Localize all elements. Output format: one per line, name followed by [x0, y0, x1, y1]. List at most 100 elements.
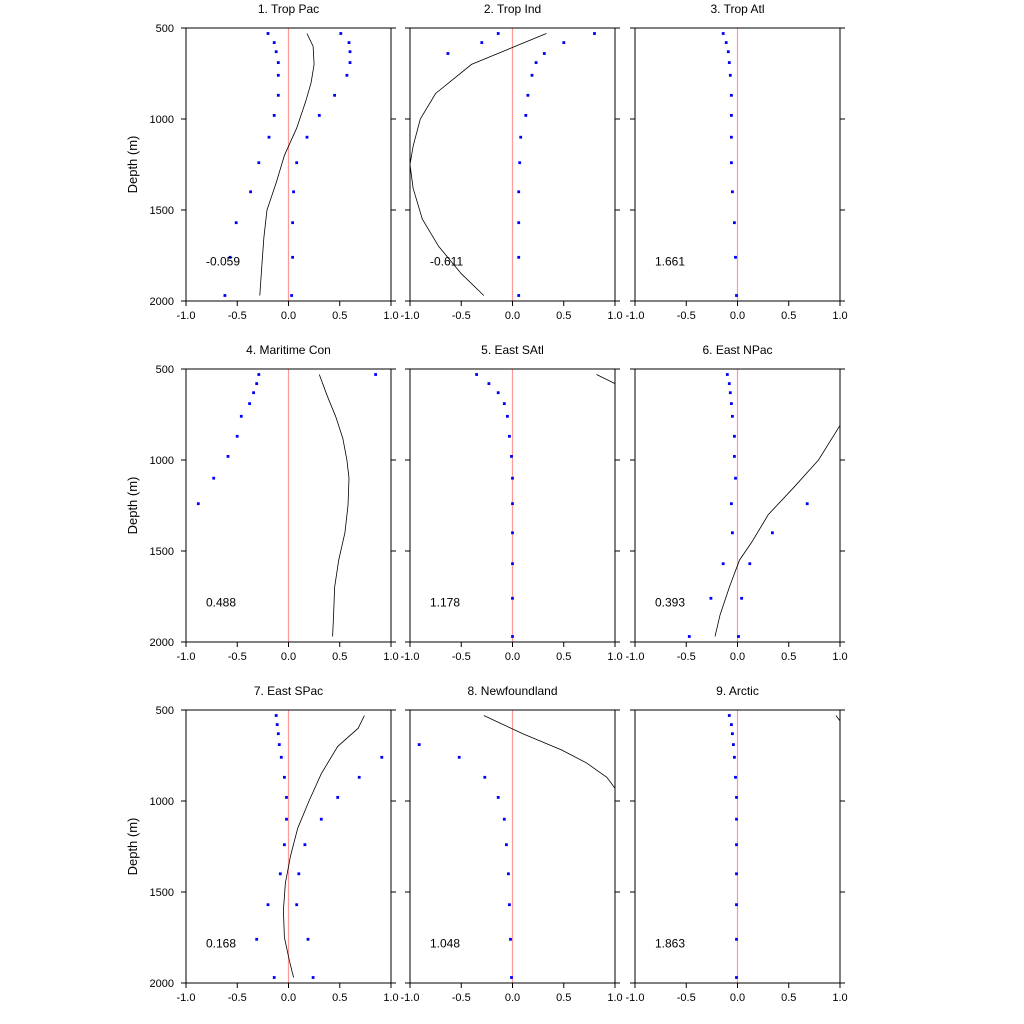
x-tick-label: -1.0: [177, 310, 196, 322]
data-point: [502, 817, 506, 821]
data-point: [735, 937, 738, 941]
x-tick-label: 0.5: [556, 651, 571, 663]
panel-9: -1.0 -0.5 0.0 0.5 1.0 9. Arctic 1.863: [626, 684, 848, 1004]
data-point: [517, 294, 521, 297]
data-point: [295, 903, 299, 907]
data-point: [295, 161, 299, 165]
panel-title: 2. Trop Ind: [484, 2, 541, 16]
x-tick-label: 0.5: [781, 651, 796, 663]
data-point: [593, 32, 596, 35]
data-point: [255, 937, 259, 941]
data-point: [291, 255, 294, 259]
data-point: [276, 73, 280, 77]
data-point: [226, 455, 230, 458]
y-tick-label: 500: [156, 705, 174, 717]
data-point: [283, 843, 286, 847]
series-line: [259, 33, 315, 296]
x-tick-label: -0.5: [452, 992, 471, 1004]
panel-title: 3. Trop Atl: [710, 2, 764, 16]
y-tick-label: 2000: [150, 637, 174, 649]
data-point: [734, 775, 737, 779]
data-point: [728, 391, 732, 395]
data-point: [305, 135, 309, 139]
x-tick-label: 0.0: [505, 310, 520, 322]
series-line: [714, 425, 840, 637]
data-point: [234, 221, 238, 225]
x-tick-label: -0.5: [677, 992, 696, 1004]
x-tick-label: -1.0: [626, 651, 645, 663]
data-point: [735, 796, 738, 799]
data-point: [687, 635, 691, 638]
data-point: [345, 73, 349, 77]
data-point: [734, 255, 737, 259]
data-point: [517, 190, 521, 194]
x-tick-label: 1.0: [832, 310, 847, 322]
data-point: [733, 755, 736, 759]
data-point: [502, 402, 506, 405]
data-point: [508, 903, 511, 907]
x-tick-label: -1.0: [177, 992, 196, 1004]
data-point: [212, 476, 216, 480]
y-axis-label: Depth (m): [125, 818, 140, 876]
data-point: [518, 161, 522, 165]
y-tick-label: 1500: [150, 546, 174, 558]
data-point: [279, 755, 283, 759]
y-axis-label: Depth (m): [125, 136, 140, 194]
data-point: [730, 93, 733, 97]
data-point: [249, 190, 252, 194]
data-point: [721, 32, 725, 35]
data-point: [303, 843, 307, 847]
data-point: [730, 502, 733, 506]
data-point: [733, 434, 736, 438]
panel-value-label: 1.863: [655, 937, 685, 951]
data-point: [731, 190, 734, 194]
data-point: [730, 402, 733, 405]
panel-4: -1.0 -0.5 0.0 0.5 1.0 500 1000 1500 2000 4. Marit…: [125, 343, 399, 663]
x-tick-label: -0.5: [452, 651, 471, 663]
series-line: [318, 374, 350, 637]
data-point: [339, 32, 343, 35]
data-point: [511, 531, 514, 535]
data-point: [734, 476, 737, 480]
data-point: [721, 562, 725, 566]
data-point: [278, 872, 282, 876]
data-point: [506, 414, 509, 418]
data-point: [306, 937, 310, 941]
x-tick-label: -1.0: [177, 651, 196, 663]
panel-5: -1.0 -0.5 0.0 0.5 1.0 5. East SAtl 1.178: [401, 343, 623, 663]
x-tick-label: 1.0: [832, 992, 847, 1004]
data-point: [726, 50, 730, 54]
data-point: [517, 221, 521, 225]
series-line: [282, 715, 365, 978]
x-tick-label: -1.0: [626, 992, 645, 1004]
data-point: [511, 635, 514, 638]
x-tick-label: 1.0: [607, 992, 622, 1004]
data-point: [380, 755, 384, 759]
x-tick-label: -0.5: [452, 310, 471, 322]
data-point: [733, 455, 736, 458]
panel-title: 6. East NPac: [702, 343, 772, 357]
data-point: [266, 903, 270, 907]
data-point: [735, 903, 738, 907]
data-point: [235, 434, 239, 438]
data-point: [709, 596, 713, 600]
panel-value-label: 1.048: [430, 937, 460, 951]
x-tick-label: 0.0: [281, 651, 296, 663]
data-point: [291, 221, 294, 225]
panel-title: 9. Arctic: [716, 684, 759, 698]
panel-value-label: 0.168: [206, 937, 236, 951]
data-point: [257, 373, 261, 376]
data-point: [277, 743, 281, 746]
data-point: [727, 382, 731, 385]
data-point: [732, 743, 735, 746]
y-axis-label: Depth (m): [125, 477, 140, 535]
data-point: [348, 50, 352, 54]
panel-value-label: 1.661: [655, 255, 685, 269]
data-point: [731, 732, 734, 736]
data-point: [276, 61, 280, 64]
x-tick-label: 0.5: [556, 310, 571, 322]
x-tick-label: 0.0: [281, 992, 296, 1004]
data-point: [740, 596, 743, 600]
data-point: [496, 391, 500, 395]
panel-title: 5. East SAtl: [481, 343, 544, 357]
